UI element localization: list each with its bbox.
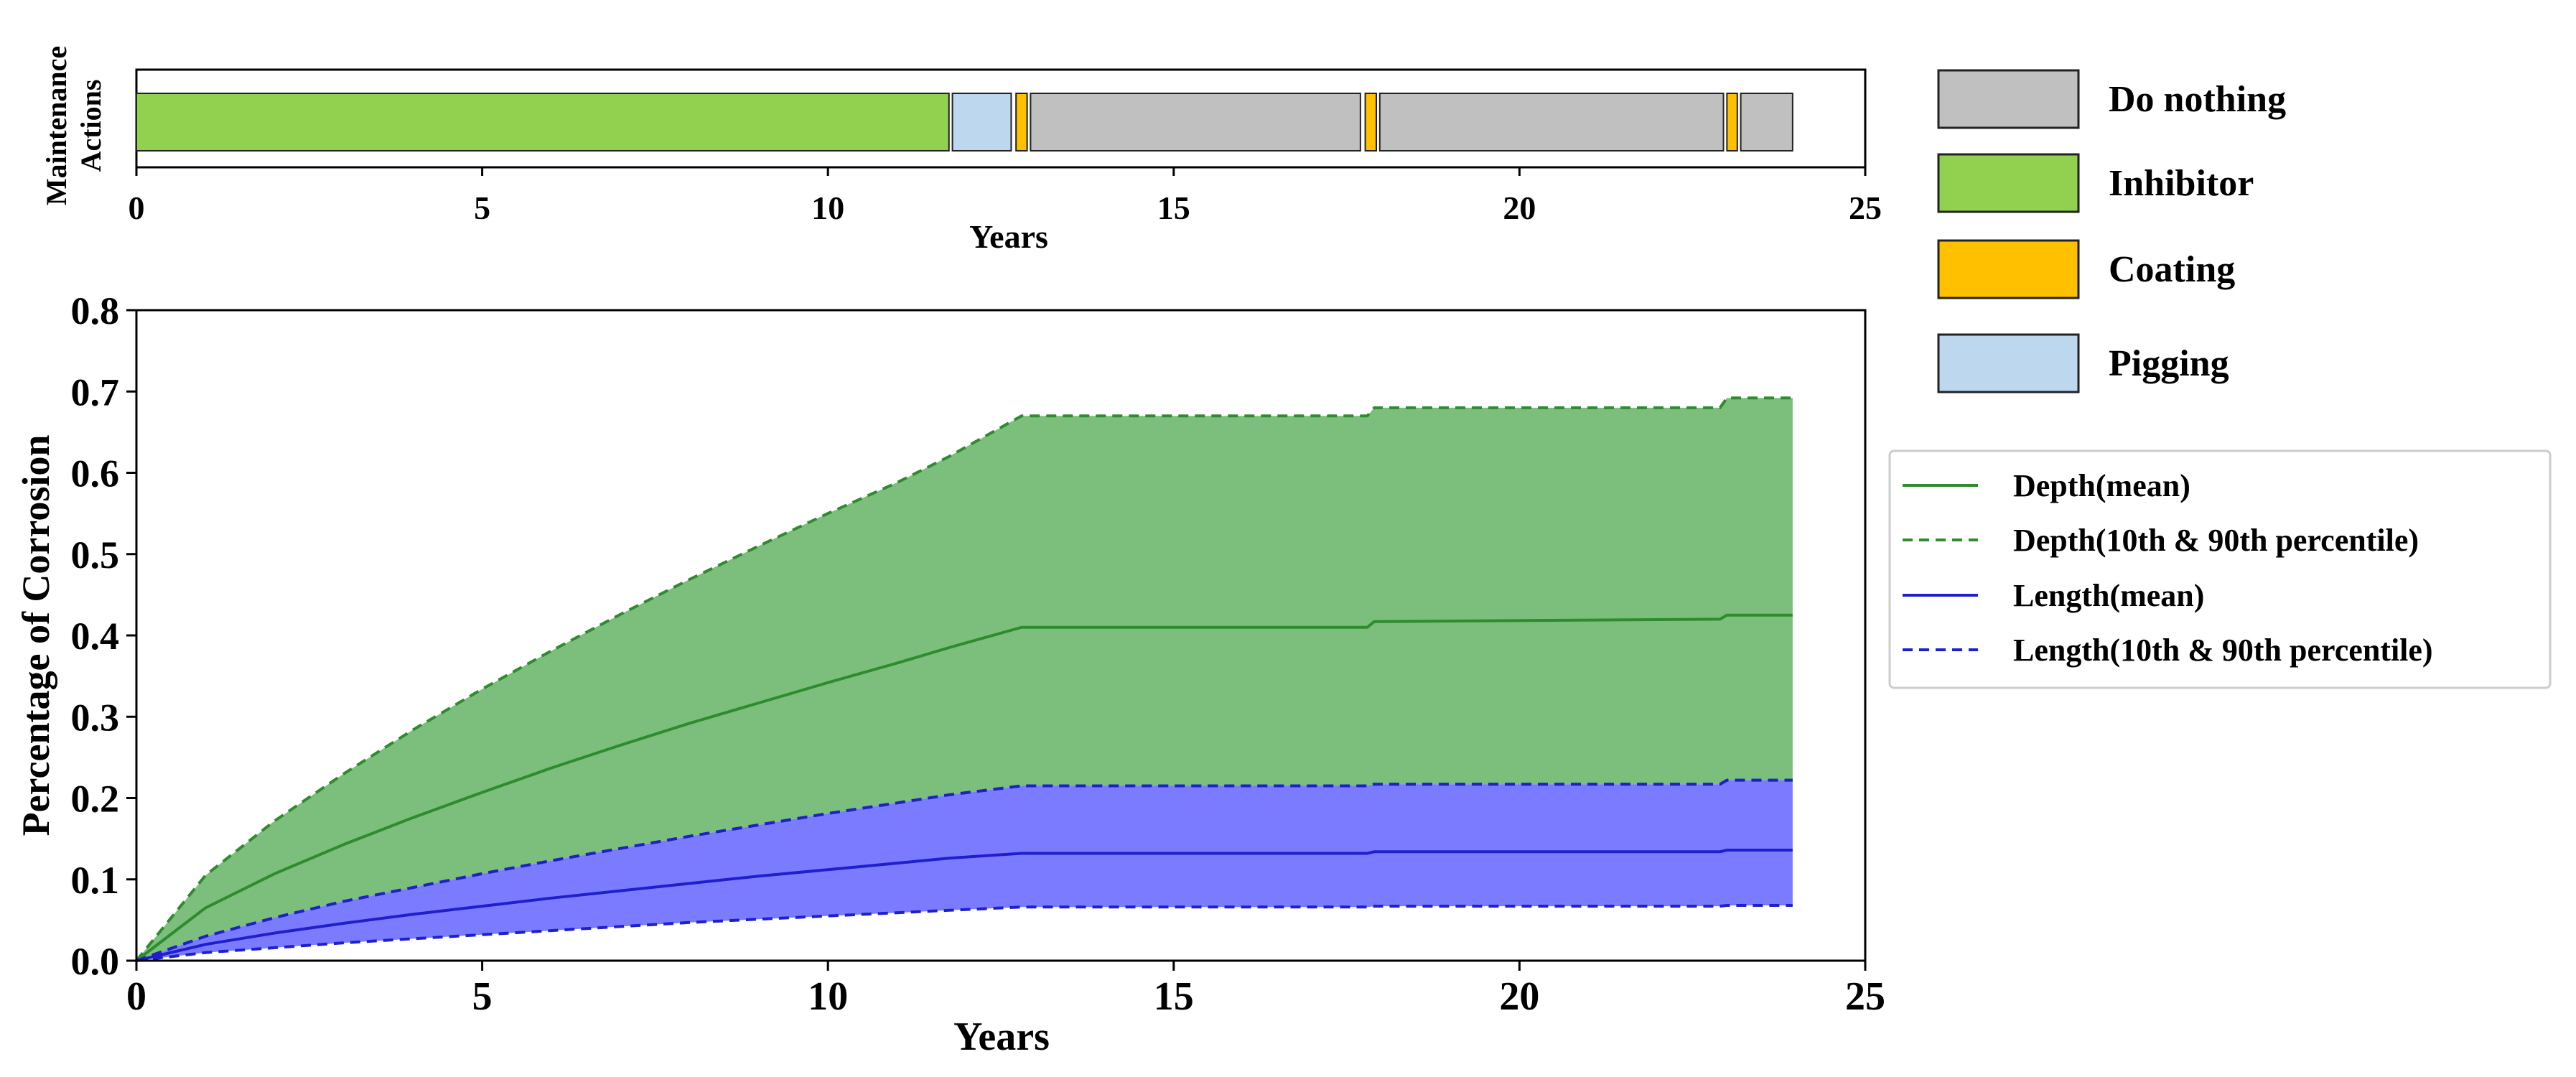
main-ylabel: Percentage of Corrosion [14,435,57,836]
timeline-segment [1364,93,1378,151]
percentile-bands [136,398,1793,961]
legend-label: Length(mean) [2013,578,2204,613]
timeline-segment [1726,93,1738,151]
main-y-tick-label: 0.4 [71,615,120,658]
timeline-legend: Do nothing Inhibitor Coating Pigging [1937,69,2286,393]
main-xlabel: Years [953,1015,1050,1059]
corrosion-legend: Depth(mean) Depth(10th & 90th percentile)… [1888,449,2552,689]
legend-label: Depth(10th & 90th percentile) [2013,523,2419,558]
corrosion-chart: 0 5 10 15 20 25 0.0 0.1 0.2 0.3 0.4 0.5 0.6 0.7 0.8 Y… [14,289,1885,1059]
length-percentile-band [136,780,1793,961]
main-x-tick-label: 0 [126,974,146,1019]
main-y-ticks: 0.0 0.1 0.2 0.3 0.4 0.5 0.6 0.7 0.8 [71,289,136,983]
main-x-tick-label: 15 [1154,974,1194,1019]
timeline-x-tick-label: 20 [1503,190,1536,226]
timeline-ylabel-line-2: Actions [75,80,107,172]
timeline-x-tick-label: 5 [474,190,490,226]
timeline-legend-label: Coating [2109,249,2235,290]
main-y-tick-label: 0.1 [71,859,120,902]
timeline-segment [1015,93,1028,151]
series-lines [135,396,1793,962]
main-x-tick-label: 25 [1845,974,1885,1019]
timeline-x-ticks: 0 5 10 15 20 25 [129,167,1882,226]
timeline-segment [951,93,1012,151]
main-y-tick-label: 0.8 [71,289,120,332]
timeline-legend-label: Pigging [2109,343,2229,384]
series-upper-line [136,778,1793,962]
timeline-segment [1378,93,1725,151]
timeline-legend-swatch [1937,69,2080,129]
main-y-tick-label: 0.7 [71,370,120,414]
timeline-legend-swatch [1937,333,2080,393]
timeline-x-tick-label: 10 [811,190,844,226]
timeline-ylabel-line-1: Maintenance [40,46,73,205]
legend-box [1888,449,2552,689]
series-line [136,849,1793,962]
depth-percentile-band [136,398,1793,961]
timeline-legend-swatch [1937,239,2080,299]
maintenance-timeline-chart: 0 5 10 15 20 25 Maintenance Actions Years [40,46,1882,255]
main-y-tick-label: 0.6 [71,452,120,495]
timeline-x-tick-label: 15 [1157,190,1190,226]
main-x-tick-label: 5 [472,974,493,1019]
main-y-tick-label: 0.0 [71,940,120,983]
main-y-tick-label: 0.2 [71,778,120,821]
main-y-tick-label: 0.3 [71,696,120,739]
main-x-ticks: 0 5 10 15 20 25 [126,961,1885,1019]
legend-label: Depth(mean) [2013,468,2190,503]
series-upper-line [135,396,1793,962]
series-lower-line [136,904,1793,962]
timeline-segment [136,93,950,151]
timeline-legend-swatch [1937,153,2080,213]
timeline-segment [1030,93,1361,151]
timeline-legend-label: Do nothing [2109,79,2286,120]
timeline-segments [136,93,1793,151]
main-y-tick-label: 0.5 [71,533,120,577]
legend-label: Length(10th & 90th percentile) [2013,633,2433,668]
timeline-x-tick-label: 25 [1849,190,1882,226]
main-x-tick-label: 10 [808,974,848,1019]
timeline-legend-label: Inhibitor [2109,163,2254,204]
timeline-xlabel: Years [969,218,1048,255]
timeline-x-tick-label: 0 [129,190,145,226]
timeline-segment [1740,93,1793,151]
series-line [135,613,1793,962]
main-x-tick-label: 20 [1499,974,1539,1019]
